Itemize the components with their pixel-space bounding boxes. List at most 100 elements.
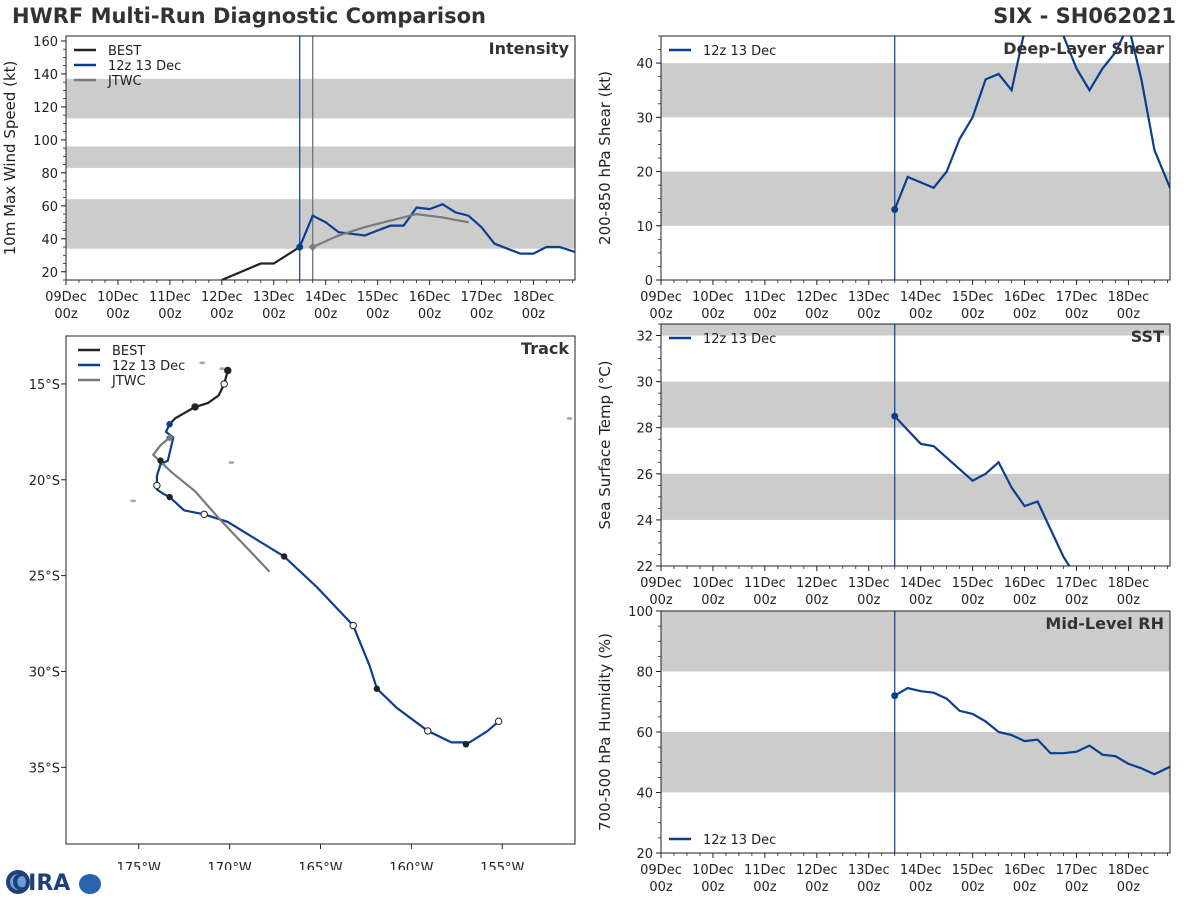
- intensity-chart: 20 40 60 80 100 120 140 160 09Dec 00z 10Dec 00z 11De…: [1, 35, 576, 322]
- shear-chart: 0 10 20 30 40 09Dec 00z 10Dec 00z 11Dec 00z 12Dec 00…: [596, 35, 1171, 322]
- rh-xtick-hour: 00z: [857, 880, 881, 895]
- intensity-xtick-date: 18Dec: [513, 290, 555, 305]
- sst-xtick-hour: 00z: [805, 593, 829, 608]
- sst-xtick-hour: 00z: [1013, 593, 1037, 608]
- intensity-xtick-hour: 00z: [158, 307, 182, 322]
- shear-xtick-date: 13Dec: [848, 290, 890, 305]
- sst-xtick-hour: 00z: [857, 593, 881, 608]
- sst-title: SST: [1131, 327, 1164, 346]
- intensity-jtwc-marker: [308, 243, 317, 252]
- track-line-jtwc: [151, 436, 271, 573]
- intensity-ytick-label: 160: [33, 35, 58, 50]
- track-xtick-label: 175°W: [117, 861, 161, 870]
- sst-xtick-date: 17Dec: [1056, 576, 1098, 591]
- rh-ytick-label: 60: [636, 726, 653, 741]
- sst-ytick-label: 24: [636, 514, 653, 529]
- shear-ytick-label: 30: [636, 111, 653, 126]
- intensity-xtick-date: 13Dec: [253, 290, 295, 305]
- track-legend-label: 12z 13 Dec: [112, 359, 185, 374]
- track-hwrf-point: [462, 741, 470, 748]
- shear-xtick-date: 11Dec: [744, 290, 786, 305]
- sst-chart: 22 24 26 28 30 32 09Dec 00z 10Dec 00z 11Dec 00z 12De…: [596, 323, 1171, 608]
- rh-series-hwrf: [894, 686, 1170, 776]
- intensity-xtick-date: 10Dec: [97, 290, 139, 305]
- track-chart: 175°W 170°W 165°W 160°W 155°W 15°S 20°S 25°S 30°…: [29, 335, 576, 870]
- sst-series-hwrf: [893, 415, 1071, 566]
- intensity-ytick-label: 100: [33, 134, 58, 149]
- shear-ytick-label: 40: [636, 57, 653, 72]
- sst-xtick-date: 09Dec: [640, 576, 682, 591]
- track-ytick-label: 15°S: [29, 378, 60, 393]
- rh-xtick-date: 14Dec: [900, 863, 942, 878]
- sst-xtick-date: 18Dec: [1108, 576, 1150, 591]
- intensity-band-1: [66, 146, 575, 168]
- sst-band-0: [661, 473, 1170, 520]
- intensity-xtick-hour: 00z: [522, 307, 546, 322]
- shear-xtick-date: 09Dec: [640, 290, 682, 305]
- track-xtick-label: 160°W: [389, 861, 433, 870]
- rh-xtick-hour: 00z: [909, 880, 933, 895]
- sst-ytick-label: 26: [636, 468, 653, 483]
- intensity-legend-label: JTWC: [107, 74, 142, 89]
- track-hwrf-point: [373, 685, 381, 692]
- track-ytick-label: 30°S: [29, 665, 60, 680]
- sst-xtick-hour: 00z: [909, 593, 933, 608]
- rh-xtick-date: 10Dec: [692, 863, 734, 878]
- shear-band-1: [661, 63, 1170, 118]
- track-best-point: [224, 366, 232, 375]
- shear-title: Deep-Layer Shear: [1003, 39, 1164, 58]
- cira-logo: CIRA: [6, 870, 101, 896]
- track-ytick-label: 35°S: [29, 761, 60, 776]
- sst-xtick-date: 12Dec: [796, 576, 838, 591]
- sst-xtick-hour: 00z: [961, 593, 985, 608]
- page-title: HWRF Multi-Run Diagnostic Comparison: [12, 4, 487, 28]
- shear-ytick-label: 20: [636, 166, 653, 181]
- intensity-xtick-hour: 00z: [418, 307, 442, 322]
- rh-xtick-date: 09Dec: [640, 863, 682, 878]
- intensity-band-0: [66, 199, 575, 249]
- track-legend-label: BEST: [112, 344, 145, 359]
- rh-xtick-date: 13Dec: [848, 863, 890, 878]
- track-best-point: [220, 380, 228, 388]
- island-shape: [130, 499, 137, 503]
- track-line-hwrf: [155, 423, 500, 744]
- shear-series-hwrf: [893, 36, 1170, 210]
- track-frame: [65, 335, 576, 845]
- sst-xtick-hour: 00z: [1065, 593, 1089, 608]
- rh-band-1: [661, 611, 1170, 672]
- shear-xtick-hour: 00z: [1117, 307, 1141, 322]
- rh-band-0: [661, 732, 1170, 793]
- intensity-xtick-hour: 00z: [54, 307, 78, 322]
- shear-xtick-date: 14Dec: [900, 290, 942, 305]
- sst-ytick-label: 32: [636, 330, 653, 345]
- intensity-xtick-hour: 00z: [314, 307, 338, 322]
- rh-legend-label: 12z 13 Dec: [703, 833, 776, 848]
- sst-frame: [660, 323, 1171, 567]
- intensity-xtick-hour: 00z: [470, 307, 494, 322]
- intensity-xtick-hour: 00z: [366, 307, 390, 322]
- intensity-frame: [65, 35, 576, 281]
- shear-init-marker: [891, 206, 899, 214]
- rh-ytick-label: 40: [636, 787, 653, 802]
- shear-xtick-date: 17Dec: [1056, 290, 1098, 305]
- track-hwrf-open-point: [153, 481, 161, 490]
- intensity-ytick-label: 20: [41, 266, 58, 281]
- rh-xtick-hour: 00z: [753, 880, 777, 895]
- sst-xtick-hour: 00z: [649, 593, 673, 608]
- shear-xtick-hour: 00z: [701, 307, 725, 322]
- shear-legend-label: 12z 13 Dec: [703, 44, 776, 59]
- sst-xtick-date: 10Dec: [692, 576, 734, 591]
- intensity-series-jtwc: [312, 212, 469, 249]
- rh-xtick-hour: 00z: [701, 880, 725, 895]
- track-hwrf-open-point: [349, 621, 357, 630]
- intensity-legend-label: BEST: [108, 44, 141, 59]
- track-line-best: [168, 370, 229, 425]
- shear-ytick-label: 0: [645, 274, 653, 289]
- rh-xtick-hour: 00z: [649, 880, 673, 895]
- sst-xtick-date: 13Dec: [848, 576, 890, 591]
- rh-xtick-hour: 00z: [1065, 880, 1089, 895]
- rh-xtick-date: 11Dec: [744, 863, 786, 878]
- island-shape: [199, 361, 206, 365]
- intensity-xtick-date: 17Dec: [461, 290, 503, 305]
- intensity-legend-label: 12z 13 Dec: [108, 59, 181, 74]
